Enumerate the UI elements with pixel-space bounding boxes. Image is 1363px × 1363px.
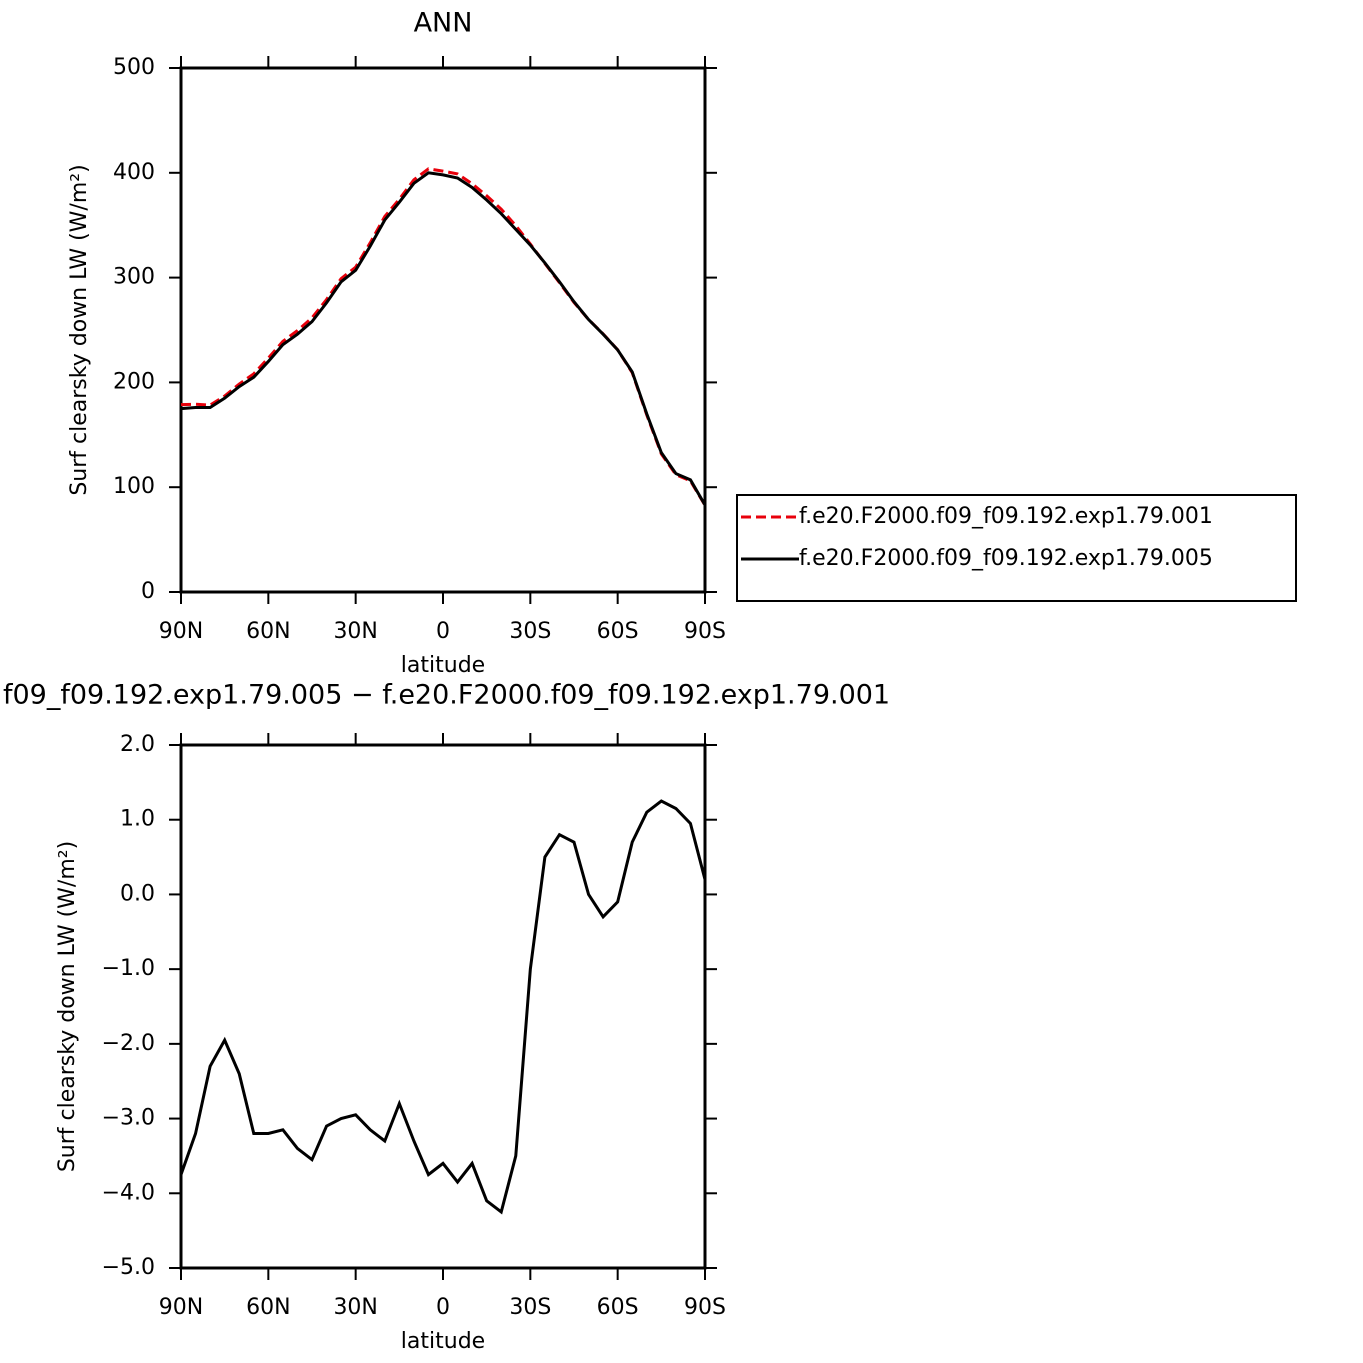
y-tick-label: −5.0 [102,1255,155,1280]
data-line [180,167,707,506]
legend-label: f.e20.F2000.f09_f09.192.exp1.79.005 [799,546,1213,571]
y-tick-label: 0.0 [120,881,155,906]
y-tick-label: 2.0 [120,732,155,757]
y-tick-label: 0 [141,579,155,604]
x-tick-label: 30S [509,1295,551,1320]
y-tick-label: 400 [113,160,155,185]
data-line [180,171,707,506]
y-tick-label: 500 [113,55,155,80]
x-tick-label: 60N [246,1295,290,1320]
x-tick-label: 30N [333,619,377,644]
x-axis-label: latitude [401,1329,485,1354]
x-tick-label: 90S [684,1295,726,1320]
x-tick-label: 60N [246,619,290,644]
legend-label: f.e20.F2000.f09_f09.192.exp1.79.001 [799,504,1213,529]
y-tick-label: 300 [113,265,155,290]
y-tick-label: 1.0 [120,807,155,832]
x-tick-label: 30S [509,619,551,644]
x-axis-label: latitude [401,653,485,678]
x-tick-label: 30N [333,1295,377,1320]
y-axis-label: Surf clearsky down LW (W/m²) [67,164,92,495]
y-tick-label: 200 [113,369,155,394]
chart-title: f09_f09.192.exp1.79.005 − f.e20.F2000.f0… [3,680,890,711]
x-tick-label: 90N [159,619,203,644]
y-tick-label: −2.0 [102,1031,155,1056]
chart-title: ANN [414,8,473,39]
x-tick-label: 60S [597,619,639,644]
x-tick-label: 90N [159,1295,203,1320]
y-tick-label: 100 [113,474,155,499]
y-tick-label: −3.0 [102,1106,155,1131]
plot-frame [179,66,707,594]
x-tick-label: 0 [436,1295,450,1320]
legend-box [736,494,1297,602]
x-tick-label: 90S [684,619,726,644]
plot-frame [179,743,707,1270]
x-tick-label: 0 [436,619,450,644]
y-tick-label: −4.0 [102,1180,155,1205]
x-tick-label: 60S [597,1295,639,1320]
y-axis-label: Surf clearsky down LW (W/m²) [55,841,80,1172]
data-line [179,799,707,1215]
y-tick-label: −1.0 [102,956,155,981]
